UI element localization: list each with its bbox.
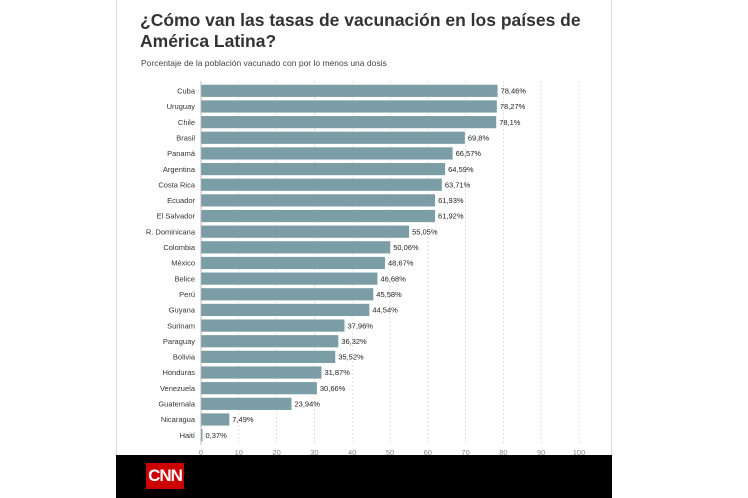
- bar: [201, 241, 391, 254]
- category-label: Panamá: [167, 149, 196, 158]
- value-label: 63,71%: [445, 180, 471, 189]
- x-tick-label: 20: [272, 448, 280, 457]
- x-tick-label: 90: [537, 448, 545, 457]
- bar: [201, 178, 442, 191]
- bar: [201, 335, 339, 348]
- x-tick-label: 10: [235, 448, 243, 457]
- x-tick-label: 60: [424, 448, 432, 457]
- bar: [201, 256, 385, 270]
- value-label: 45,58%: [376, 290, 402, 299]
- bar: [201, 350, 336, 363]
- x-tick-label: 70: [461, 448, 469, 457]
- value-label: 0,37%: [206, 431, 228, 440]
- bar: [201, 131, 465, 144]
- bar: [201, 303, 370, 317]
- category-label: Haití: [180, 431, 196, 440]
- bar: [201, 84, 498, 97]
- category-label: Argentina: [163, 165, 196, 174]
- category-label: Belice: [175, 274, 195, 283]
- category-label: Bolivia: [173, 353, 196, 362]
- value-label: 66,57%: [456, 149, 482, 158]
- category-label: El Salvador: [157, 212, 196, 221]
- value-label: 35,52%: [338, 353, 364, 362]
- x-tick-label: 30: [310, 448, 318, 457]
- value-label: 61,92%: [438, 212, 464, 221]
- bar: [201, 209, 436, 223]
- value-label: 23,94%: [294, 400, 320, 409]
- category-label: Guyana: [169, 306, 196, 315]
- bar: [201, 288, 374, 301]
- x-tick-label: 0: [199, 448, 203, 457]
- value-label: 64,59%: [448, 165, 474, 174]
- value-label: 48,67%: [388, 259, 414, 268]
- category-label: Brasil: [176, 133, 195, 142]
- category-label: Venezuela: [160, 384, 196, 393]
- bar: [201, 366, 322, 379]
- value-label: 78,27%: [500, 102, 526, 111]
- category-label: Chile: [178, 118, 195, 127]
- category-label: Honduras: [162, 368, 195, 377]
- value-label: 46,68%: [380, 274, 406, 283]
- category-label: Paraguay: [163, 337, 195, 346]
- value-label: 36,32%: [341, 337, 367, 346]
- bar: [201, 194, 436, 207]
- value-label: 61,93%: [438, 196, 464, 205]
- category-label: Colombia: [163, 243, 196, 252]
- value-label: 78,1%: [499, 118, 521, 127]
- category-label: México: [171, 259, 195, 268]
- chart-subtitle: Porcentaje de la población vacunado con …: [141, 58, 387, 68]
- footer-bar: CNN: [116, 455, 612, 498]
- category-label: Guatemala: [158, 400, 196, 409]
- bar: [201, 225, 410, 238]
- bar: [201, 397, 292, 410]
- category-label: Surinam: [167, 321, 195, 330]
- bar: [201, 116, 497, 129]
- value-label: 44,54%: [372, 306, 398, 315]
- value-label: 50,06%: [393, 243, 419, 252]
- category-label: Ecuador: [167, 196, 195, 205]
- value-label: 69,8%: [468, 133, 490, 142]
- bar: [201, 413, 230, 426]
- value-label: 37,96%: [347, 321, 373, 330]
- bar: [201, 147, 453, 160]
- bar: [201, 319, 345, 332]
- x-tick-label: 100: [573, 448, 586, 457]
- bar: [201, 100, 497, 113]
- bar: [201, 272, 378, 285]
- value-label: 55,05%: [412, 227, 438, 236]
- bar: [201, 162, 446, 176]
- category-label: Costa Rica: [158, 180, 196, 189]
- x-tick-label: 50: [386, 448, 394, 457]
- category-label: R. Dominicana: [146, 227, 196, 236]
- value-label: 31,87%: [324, 368, 350, 377]
- cnn-logo: CNN: [146, 463, 184, 489]
- category-label: Uruguay: [167, 102, 196, 111]
- x-tick-label: 80: [499, 448, 507, 457]
- category-label: Cuba: [177, 87, 196, 96]
- chart-title: ¿Cómo van las tasas de vacunación en los…: [140, 10, 581, 51]
- category-label: Perú: [179, 290, 195, 299]
- value-label: 7,49%: [232, 415, 254, 424]
- value-label: 30,66%: [320, 384, 346, 393]
- x-tick-label: 40: [348, 448, 356, 457]
- bar: [201, 429, 203, 442]
- bar: [201, 382, 317, 395]
- category-label: Nicaragua: [161, 415, 196, 424]
- value-label: 78,46%: [501, 87, 527, 96]
